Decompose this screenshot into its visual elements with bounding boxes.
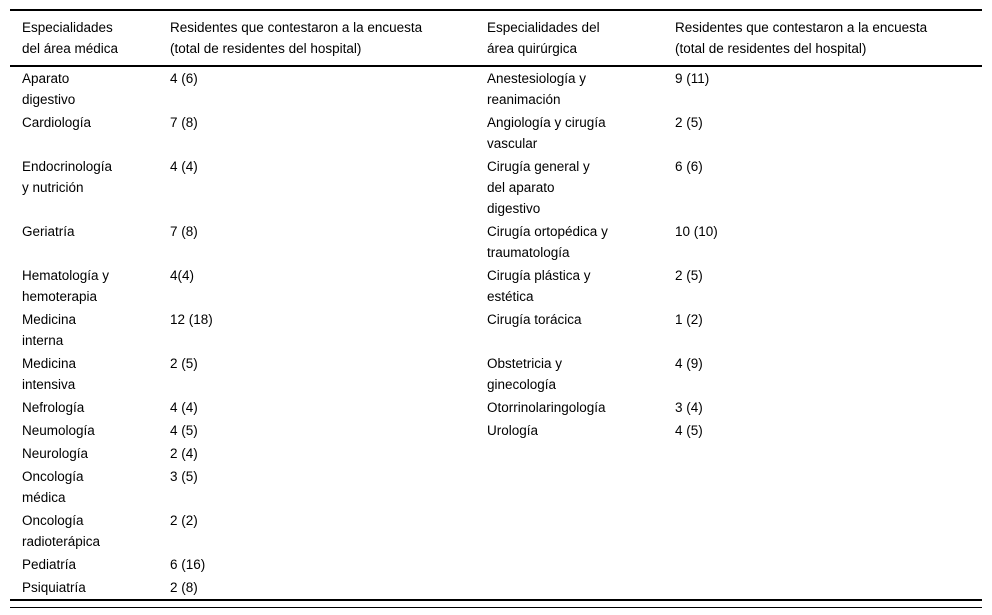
table-row: Endocrinología y nutrición 4 (4) Cirugía… <box>10 155 982 220</box>
table-row: Hematología y hemoterapia 4(4) Cirugía p… <box>10 264 982 308</box>
table-row: Nefrología 4 (4) Otorrinolaringología 3 … <box>10 396 982 419</box>
cell-surgical-specialty: Otorrinolaringología <box>487 400 606 415</box>
cell-medical-specialty: Medicina interna <box>22 312 77 348</box>
cell-surgical-specialty: Cirugía plástica y estética <box>487 268 591 304</box>
cell-medical-count: 7 (8) <box>170 224 198 239</box>
cell-medical-specialty: Medicina intensiva <box>22 356 77 392</box>
cell-medical-count: 2 (8) <box>170 580 198 595</box>
cell-medical-specialty: Neumología <box>22 423 95 438</box>
table-row: Oncología radioterápica 2 (2) <box>10 509 982 553</box>
table-row: Geriatría 7 (8) Cirugía ortopédica y tra… <box>10 220 982 264</box>
cell-medical-count: 3 (5) <box>170 469 198 484</box>
cell-surgical-count: 2 (5) <box>675 268 703 283</box>
table-row: Neumología 4 (5) Urología 4 (5) <box>10 419 982 442</box>
cell-medical-specialty: Oncología médica <box>22 469 84 505</box>
cell-surgical-count <box>675 465 982 509</box>
cell-surgical-specialty <box>487 465 675 509</box>
cell-medical-count: 6 (16) <box>170 557 206 572</box>
cell-medical-specialty: Geriatría <box>22 224 75 239</box>
table-row: Pediatría 6 (16) <box>10 553 982 576</box>
cell-medical-count: 4 (4) <box>170 159 198 174</box>
table-row: Medicina interna 12 (18) Cirugía torácic… <box>10 308 982 352</box>
cell-medical-specialty: Neurología <box>22 446 89 461</box>
table-row: Cardiología 7 (8) Angiología y cirugía v… <box>10 111 982 155</box>
table-row: Oncología médica 3 (5) <box>10 465 982 509</box>
col-header-medical-respondents: Residentes que contestaron a la encuesta… <box>170 10 487 67</box>
cell-medical-specialty: Pediatría <box>22 557 77 572</box>
cell-surgical-specialty <box>487 576 675 600</box>
cell-surgical-specialty: Anestesiología y reanimación <box>487 71 587 107</box>
cell-surgical-count: 4 (9) <box>675 356 703 371</box>
cell-medical-count: 4 (4) <box>170 400 198 415</box>
cell-medical-specialty: Endocrinología y nutrición <box>22 159 113 195</box>
cell-surgical-count <box>675 509 982 553</box>
table-row: Aparato digestivo 4 (6) Anestesiología y… <box>10 66 982 111</box>
cell-medical-specialty: Oncología radioterápica <box>22 513 101 549</box>
cell-medical-count: 4 (5) <box>170 423 198 438</box>
header-row: Especialidades del área médica Residente… <box>10 10 982 67</box>
cell-surgical-count: 1 (2) <box>675 312 703 327</box>
cell-surgical-count <box>675 553 982 576</box>
cell-surgical-specialty: Urología <box>487 423 539 438</box>
col-header-surgical-specialties: Especialidades del área quirúrgica <box>487 10 675 67</box>
cell-medical-specialty: Cardiología <box>22 115 92 130</box>
cell-surgical-specialty <box>487 509 675 553</box>
cell-medical-count: 2 (5) <box>170 356 198 371</box>
cell-surgical-specialty: Cirugía general y del aparato digestivo <box>487 159 590 216</box>
cell-medical-count: 12 (18) <box>170 312 213 327</box>
cell-medical-count: 4(4) <box>170 268 195 283</box>
col-header-surgical-respondents: Residentes que contestaron a la encuesta… <box>675 10 982 67</box>
table-row: Psiquiatría 2 (8) <box>10 576 982 600</box>
cell-surgical-count <box>675 576 982 600</box>
cell-surgical-specialty: Cirugía ortopédica y traumatología <box>487 224 608 260</box>
cell-medical-count: 4 (6) <box>170 71 198 86</box>
cell-surgical-count: 2 (5) <box>675 115 703 130</box>
cell-surgical-count: 4 (5) <box>675 423 703 438</box>
cell-surgical-count: 10 (10) <box>675 224 718 239</box>
cell-medical-count: 2 (2) <box>170 513 198 528</box>
cell-medical-specialty: Hematología y hemoterapia <box>22 268 110 304</box>
cell-medical-count: 2 (4) <box>170 446 198 461</box>
cell-surgical-specialty <box>487 442 675 465</box>
cell-surgical-count: 9 (11) <box>675 71 710 86</box>
table-row: Medicina intensiva 2 (5) Obstetricia y g… <box>10 352 982 396</box>
table-bottom-rule <box>10 607 982 608</box>
cell-surgical-specialty <box>487 553 675 576</box>
cell-surgical-specialty: Angiología y cirugía vascular <box>487 115 606 151</box>
cell-surgical-specialty: Obstetricia y ginecología <box>487 356 563 392</box>
cell-surgical-specialty: Cirugía torácica <box>487 312 582 327</box>
cell-medical-count: 7 (8) <box>170 115 198 130</box>
cell-medical-specialty: Psiquiatría <box>22 580 86 595</box>
cell-surgical-count: 6 (6) <box>675 159 703 174</box>
cell-surgical-count <box>675 442 982 465</box>
cell-surgical-count: 3 (4) <box>675 400 703 415</box>
col-header-medical-specialties: Especialidades del área médica <box>10 10 170 67</box>
cell-medical-specialty: Nefrología <box>22 400 85 415</box>
cell-medical-specialty: Aparato digestivo <box>22 71 76 107</box>
table-row: Neurología 2 (4) <box>10 442 982 465</box>
residents-survey-table: Especialidades del área médica Residente… <box>10 9 982 601</box>
